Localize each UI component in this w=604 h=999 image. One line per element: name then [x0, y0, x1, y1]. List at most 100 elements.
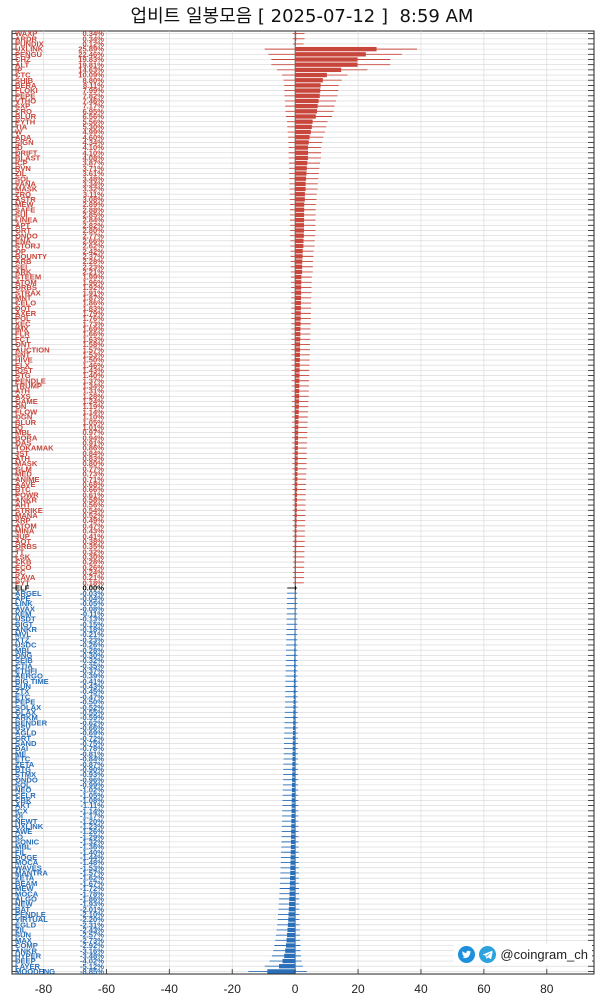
row-label: LSK — [15, 553, 31, 562]
row-label: GAME — [15, 397, 38, 406]
row-label: AERGO — [15, 672, 43, 681]
row-label: MBL — [15, 646, 32, 655]
row-value-label: -0.03% — [80, 589, 104, 598]
row-value-label: -0.43% — [80, 682, 104, 691]
row-label: AAVE — [15, 480, 36, 489]
brand-watermark: @coingram_ch — [454, 944, 592, 965]
row-value-label: 1.31% — [82, 387, 104, 396]
row-label: OGN — [15, 413, 32, 422]
row-value-label: 1.83% — [82, 304, 104, 313]
row-label: SOLAX — [15, 703, 41, 712]
row-label: BOUNTY — [15, 252, 47, 261]
row-value-label: -0.08% — [80, 604, 104, 613]
axis-layer: -80 -60 -40 -20 0 20 40 60 80 — [35, 969, 554, 996]
row-label: USDT — [15, 615, 36, 624]
row-value-label: -0.66% — [80, 723, 104, 732]
row-value-label: -0.30% — [80, 651, 104, 660]
row-label: LAYER — [15, 962, 41, 971]
row-value-label: 0.34% — [82, 29, 104, 38]
row-label: POL — [15, 314, 31, 323]
row-label: PENGU — [15, 50, 43, 59]
row-label: ATOM — [15, 521, 37, 530]
row-value-label: 3.08% — [82, 195, 104, 204]
row-label: STMX — [15, 770, 36, 779]
row-value-label: 0.21% — [82, 573, 104, 582]
row-label: ETC — [15, 692, 31, 701]
row-value-label: 1.19% — [82, 402, 104, 411]
row-label: ECO — [15, 563, 32, 572]
row-value-label: -3.48% — [80, 951, 104, 960]
row-value-label: 2.23% — [82, 262, 104, 271]
row-value-label: -0.35% — [80, 661, 104, 670]
row-value-label: -1.05% — [80, 791, 104, 800]
row-label: QI — [15, 812, 23, 821]
row-label: AQT — [15, 537, 31, 546]
row-value-label: 2.37% — [82, 252, 104, 261]
brand-handle: @coingram_ch — [500, 947, 588, 962]
row-label: MBL — [15, 843, 32, 852]
row-value-label: -0.18% — [80, 625, 104, 634]
x-tick-label: -60 — [98, 982, 116, 996]
row-label: SAND — [15, 739, 37, 748]
row-label: ZIL — [15, 169, 27, 178]
row-label: VANA — [15, 179, 36, 188]
row-value-label: -2.92% — [80, 941, 104, 950]
row-value-label: 4.60% — [82, 133, 104, 142]
row-value-label: 8.11% — [83, 81, 104, 90]
row-value-label: 0.97% — [82, 428, 104, 437]
row-label: AGLD — [15, 729, 37, 738]
row-value-label: 0.52% — [82, 511, 104, 520]
row-label: SC — [15, 568, 26, 577]
row-value-label: -0.90% — [80, 765, 104, 774]
row-value-label: 0.54% — [82, 506, 104, 515]
row-label: DOGE — [15, 853, 37, 862]
row-value-label: 1.92% — [82, 283, 104, 292]
row-label: HIVE — [15, 356, 33, 365]
row-label: ADA — [15, 133, 32, 142]
row-value-label: 1.50% — [82, 356, 104, 365]
row-value-label: 3.32% — [82, 185, 104, 194]
row-value-label: -1.29% — [80, 832, 104, 841]
row-label: IMX — [15, 325, 29, 334]
row-label: PUNDIX — [15, 40, 44, 49]
row-label: LINEA — [15, 216, 38, 225]
row-label: GRT — [15, 734, 31, 743]
row-label: POWR — [15, 490, 39, 499]
row-label: BENDER — [15, 718, 48, 727]
row-label: W — [15, 128, 23, 137]
row-value-label: 0.94% — [82, 433, 104, 442]
row-value-label: -0.21% — [80, 630, 104, 639]
row-label: CTIA — [15, 661, 33, 670]
row-label: SIGN — [15, 138, 34, 147]
row-value-label: -1.67% — [80, 879, 104, 888]
row-label: ORBS — [15, 542, 37, 551]
row-label: STRIKE — [15, 506, 43, 515]
row-label: TT — [15, 547, 25, 556]
row-value-label: 0.91% — [82, 439, 104, 448]
row-label: BERA — [15, 81, 37, 90]
row-label: BORA — [15, 433, 38, 442]
row-value-label: -0.55% — [80, 708, 104, 717]
row-label: FLOW — [15, 407, 38, 416]
row-value-label: 14.63% — [78, 65, 104, 74]
row-value-label: 4.10% — [82, 148, 104, 157]
row-value-label: -0.37% — [80, 666, 104, 675]
row-value-label: -1.40% — [80, 848, 104, 857]
row-label: SUN — [15, 682, 31, 691]
row-label: MASK — [15, 459, 38, 468]
row-value-label: -1.62% — [80, 874, 104, 883]
row-label: MANA — [15, 511, 38, 520]
row-value-label: 0.26% — [82, 563, 104, 572]
row-value-label: -3.16% — [80, 946, 104, 955]
row-label: MASK — [15, 185, 38, 194]
row-value-label: -1.32% — [80, 837, 104, 846]
row-label: UXLINK — [15, 45, 44, 54]
row-value-label: 1.40% — [82, 371, 104, 380]
row-label: ATH — [15, 454, 30, 463]
row-label: ATOM — [15, 278, 37, 287]
row-value-label: 3.61% — [82, 169, 104, 178]
row-label: STORJ — [15, 242, 40, 251]
row-label: SHIB — [15, 76, 34, 85]
row-label: ARB — [15, 257, 32, 266]
row-label: KAVA — [15, 573, 36, 582]
